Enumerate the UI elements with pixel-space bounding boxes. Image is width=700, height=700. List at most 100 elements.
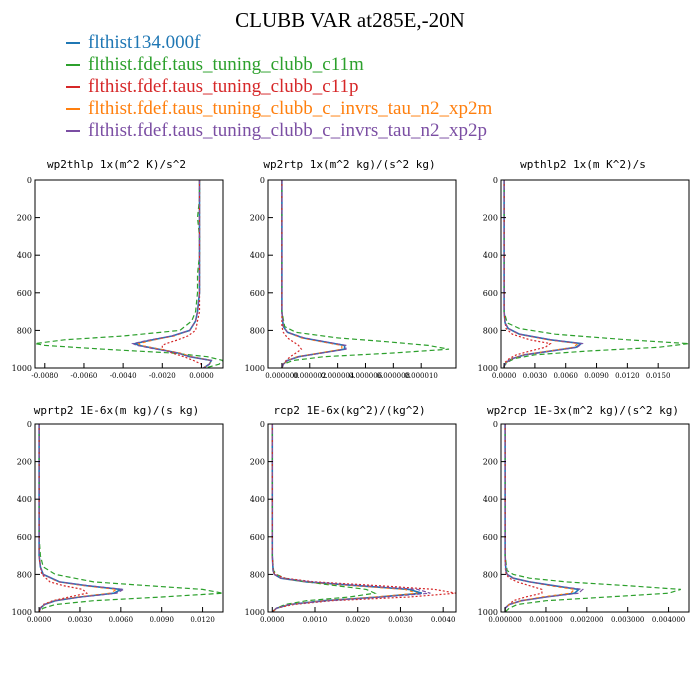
- legend-swatch: [66, 42, 80, 44]
- y-tick-label: 600: [17, 533, 32, 542]
- y-tick-label: 400: [483, 495, 498, 504]
- x-tick-label: -0.0020: [149, 372, 176, 380]
- x-tick-label: 0.0000: [260, 616, 285, 624]
- x-tick-label: 0.000004: [321, 372, 355, 380]
- x-tick-label: 0.002000: [570, 616, 603, 624]
- panel-title: wpthlp2 1x(m K^2)/s: [520, 158, 646, 171]
- x-tick-label: 0.0090: [149, 616, 174, 624]
- legend-label: flthist134.000f: [88, 32, 201, 53]
- series-line: [161, 180, 203, 368]
- legend-entry: flthist.fdef.taus_tuning_clubb_c_invrs_t…: [66, 98, 492, 120]
- x-tick-label: 0.0030: [68, 616, 93, 624]
- legend: flthist134.000f flthist.fdef.taus_tuning…: [66, 32, 492, 142]
- x-tick-label: 0.000010: [404, 372, 437, 380]
- y-tick-label: 800: [17, 570, 32, 579]
- legend-swatch: [66, 130, 80, 132]
- x-tick-label: 0.000002: [293, 372, 326, 380]
- panel-title: wp2thlp 1x(m^2 K)/s^2: [46, 158, 187, 171]
- panel-wpthlp2: wpthlp2 1x(m K^2)/s 0 200 400 600 800 1000 0.0…: [466, 150, 700, 390]
- x-tick-label: 0.0060: [553, 372, 578, 380]
- legend-label: flthist.fdef.taus_tuning_clubb_c11p: [88, 76, 359, 97]
- y-tick-label: 1000: [12, 364, 32, 373]
- y-tick-label: 400: [250, 495, 265, 504]
- panel-rcp2: rcp2 1E-6x(kg^2)/(kg^2) 0 200 400 600 800 100…: [233, 394, 466, 634]
- series-line: [281, 180, 450, 368]
- x-tick-label: -0.0040: [110, 372, 137, 380]
- series-line: [271, 424, 431, 612]
- x-tick-label: 0.0090: [584, 372, 609, 380]
- series-line: [38, 424, 223, 612]
- x-tick-label: 0.0000: [492, 372, 517, 380]
- x-tick-label: 0.000006: [349, 372, 383, 380]
- y-tick-label: 0: [260, 420, 265, 429]
- panel-wp2rtp: wp2rtp 1x(m^2 kg)/(s^2 kg) 0 200 400 600 800…: [233, 150, 466, 390]
- legend-swatch: [66, 64, 80, 66]
- series-line: [38, 424, 126, 612]
- y-tick-label: 400: [17, 251, 32, 260]
- legend-entry: flthist134.000f: [66, 32, 492, 54]
- y-tick-label: 0: [493, 420, 498, 429]
- series-line: [281, 180, 303, 368]
- y-tick-label: 600: [483, 289, 498, 298]
- legend-swatch: [66, 86, 80, 88]
- series-line: [38, 424, 89, 612]
- x-tick-label: 0.0010: [303, 616, 328, 624]
- x-tick-label: 0.0020: [345, 616, 370, 624]
- series-line: [35, 180, 223, 368]
- series-line: [503, 180, 580, 368]
- y-tick-label: 600: [250, 289, 265, 298]
- panel-title: wp2rcp 1E-3x(m^2 kg)/(s^2 kg): [486, 404, 680, 417]
- x-tick-label: 0.003000: [611, 616, 644, 624]
- y-tick-label: 800: [483, 570, 498, 579]
- x-tick-label: 0.0120: [615, 372, 640, 380]
- series-line: [281, 180, 347, 368]
- legend-label: flthist.fdef.taus_tuning_clubb_c_invrs_t…: [88, 120, 487, 141]
- x-tick-label: 0.000000: [488, 616, 521, 624]
- x-tick-label: 0.004000: [652, 616, 685, 624]
- legend-swatch: [66, 108, 80, 110]
- y-tick-label: 1000: [478, 364, 498, 373]
- series-line: [271, 424, 456, 612]
- y-tick-label: 800: [483, 326, 498, 335]
- y-tick-label: 200: [17, 214, 32, 223]
- plot-area: 0 200 400 600 800 1000-0.0080 -0.0060 -0.0040 -0…: [12, 176, 224, 380]
- y-tick-label: 0: [27, 420, 32, 429]
- y-tick-label: 200: [483, 458, 498, 467]
- x-tick-label: 0.0030: [388, 616, 413, 624]
- x-tick-label: 0.000000: [265, 372, 298, 380]
- legend-label: flthist.fdef.taus_tuning_clubb_c_invrs_t…: [88, 98, 493, 119]
- y-tick-label: 1000: [245, 364, 265, 373]
- y-tick-label: 1000: [245, 608, 265, 617]
- x-tick-label: 0.0060: [109, 616, 134, 624]
- series-line: [504, 424, 585, 612]
- legend-entry: flthist.fdef.taus_tuning_clubb_c_invrs_t…: [66, 120, 492, 142]
- y-tick-label: 0: [260, 176, 265, 185]
- panel-wp2rcp: wp2rcp 1E-3x(m^2 kg)/(s^2 kg) 0 200 400 600…: [466, 394, 700, 634]
- y-tick-label: 0: [493, 176, 498, 185]
- plot-frame: [34, 423, 224, 613]
- panel-wp2thlp: wp2thlp 1x(m^2 K)/s^2 0 200 400 600 800 1000-…: [0, 150, 233, 390]
- figure-title: CLUBB VAR at285E,-20N: [235, 8, 465, 32]
- x-tick-label: 0.0030: [523, 372, 548, 380]
- series-line: [503, 180, 552, 368]
- series-line: [38, 424, 124, 612]
- series-line: [504, 424, 543, 612]
- x-tick-label: 0.0120: [190, 616, 215, 624]
- y-tick-label: 200: [17, 458, 32, 467]
- y-tick-label: 400: [250, 251, 265, 260]
- plot-frame: [34, 179, 224, 369]
- x-tick-label: 0.000008: [377, 372, 410, 380]
- legend-entry: flthist.fdef.taus_tuning_clubb_c11p: [66, 76, 492, 98]
- plot-frame: [500, 423, 690, 613]
- y-tick-label: 600: [17, 289, 32, 298]
- series-line: [504, 424, 681, 612]
- x-tick-label: 0.001000: [529, 616, 562, 624]
- series-line: [503, 180, 584, 368]
- y-tick-label: 800: [250, 326, 265, 335]
- y-tick-label: 200: [250, 214, 265, 223]
- y-tick-label: 800: [250, 570, 265, 579]
